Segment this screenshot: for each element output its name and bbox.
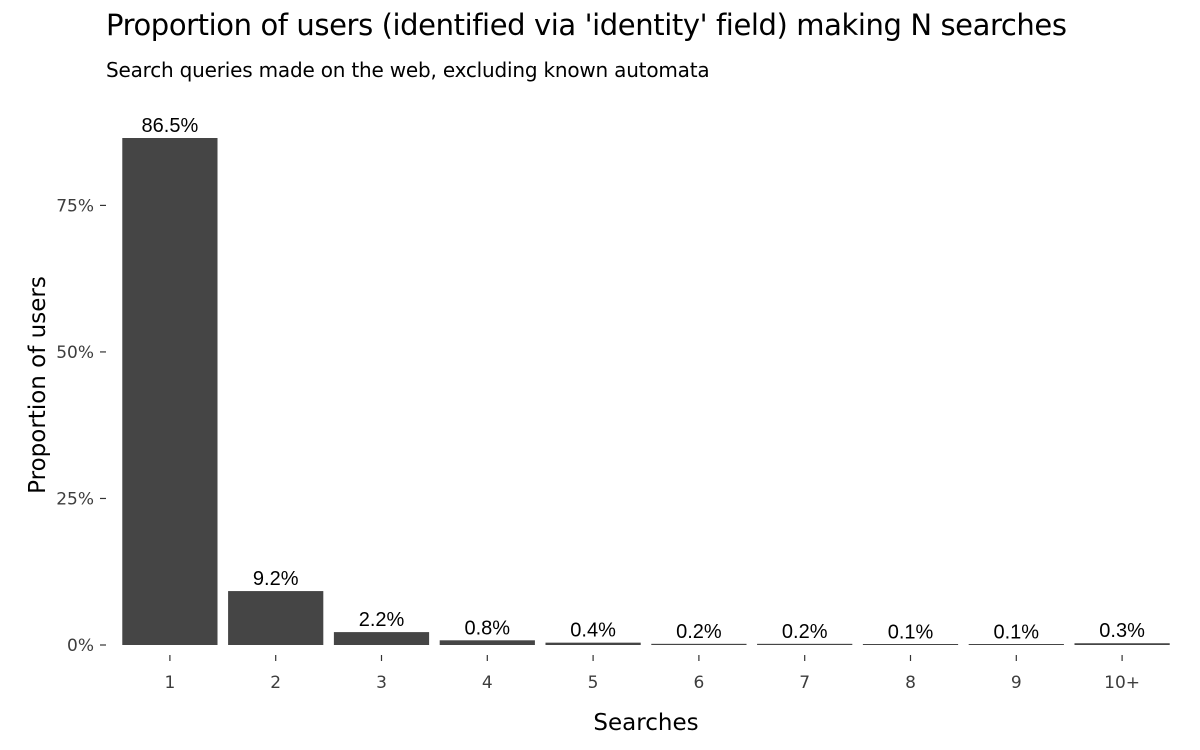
- x-tick-label: 10+: [1104, 673, 1140, 693]
- bar-value-label: 2.2%: [359, 609, 405, 631]
- x-tick-label: 6: [693, 673, 704, 693]
- bar-value-label: 0.1%: [994, 621, 1040, 643]
- bar: [757, 643, 853, 645]
- bar-value-label: 0.2%: [782, 621, 828, 643]
- x-tick-label: 7: [799, 673, 810, 693]
- x-tick-label: 9: [1011, 673, 1022, 693]
- y-tick-label: 50%: [56, 343, 94, 363]
- bar-value-label: 86.5%: [142, 115, 199, 137]
- bar-value-label: 0.4%: [570, 620, 616, 642]
- bar: [545, 642, 641, 645]
- y-tick-label: 0%: [67, 636, 94, 656]
- bar: [968, 644, 1064, 645]
- chart-title: Proportion of users (identified via 'ide…: [106, 8, 1067, 42]
- bar-value-label: 0.3%: [1099, 620, 1145, 642]
- bar-value-label: 9.2%: [253, 568, 299, 590]
- x-tick-label: 4: [482, 673, 493, 693]
- y-tick-label: 25%: [56, 489, 94, 509]
- chart-subtitle: Search queries made on the web, excludin…: [106, 58, 710, 82]
- y-tick-label: 75%: [56, 196, 94, 216]
- bar-value-label: 0.8%: [465, 617, 511, 639]
- bar: [439, 640, 535, 645]
- x-tick-label: 1: [164, 673, 175, 693]
- bar-value-label: 0.1%: [888, 621, 934, 643]
- bar: [333, 632, 430, 645]
- x-tick-label: 5: [588, 673, 599, 693]
- x-tick-label: 2: [270, 673, 281, 693]
- bar: [651, 643, 747, 645]
- bar: [862, 644, 959, 645]
- x-tick-label: 3: [376, 673, 387, 693]
- x-axis-label: Searches: [593, 710, 699, 736]
- bar: [1074, 643, 1170, 645]
- bar: [122, 138, 218, 645]
- x-tick-label: 8: [905, 673, 916, 693]
- bar-value-label: 0.2%: [676, 621, 722, 643]
- bar: [228, 591, 324, 645]
